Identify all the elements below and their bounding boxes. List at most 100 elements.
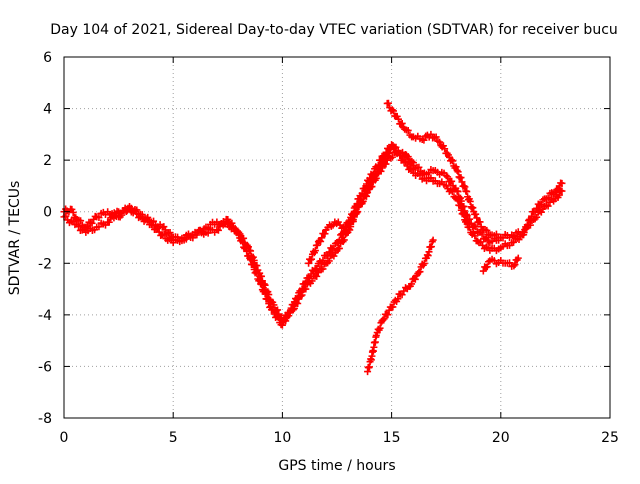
data-point-fill <box>166 229 174 237</box>
x-tick-label: 5 <box>169 430 178 446</box>
data-point-fill <box>476 218 484 226</box>
data-point-fill <box>469 204 477 212</box>
data-point-fill <box>273 313 281 321</box>
data-point-fill <box>364 189 372 197</box>
data-point-fill <box>466 197 474 205</box>
data-point <box>409 159 417 167</box>
axis-ticks: 0 5 10 15 20 25 -8 -6 -4 -2 0 2 4 6 <box>38 50 619 446</box>
data-point-fill <box>282 317 290 325</box>
data-point-fill <box>394 295 402 303</box>
data-point-fill <box>461 183 469 191</box>
data-point-fill <box>317 237 325 245</box>
data-point-fill <box>313 264 321 272</box>
data-point-fill <box>319 265 327 273</box>
chart-title: Day 104 of 2021, Sidereal Day-to-day VTE… <box>50 22 618 38</box>
data-point-fill <box>269 306 277 314</box>
data-point <box>558 179 566 187</box>
data-point-fill <box>228 219 236 227</box>
data-point-fill <box>260 287 268 295</box>
data-point-fill <box>214 226 222 234</box>
data-point-fill <box>311 247 319 255</box>
series-4 <box>305 147 417 267</box>
x-tick-label: 10 <box>273 430 291 446</box>
data-point-fill <box>408 280 416 288</box>
data-point <box>497 234 505 241</box>
data-point-fill <box>149 221 157 229</box>
data-point-fill <box>335 236 343 244</box>
data-point-fill <box>531 208 539 216</box>
data-point-fill <box>374 161 382 169</box>
data-point-fill <box>261 290 269 298</box>
data-point-fill <box>253 270 261 278</box>
data-point-fill <box>389 303 397 311</box>
x-tick-label: 15 <box>383 430 401 446</box>
y-tick-label: 6 <box>43 50 52 66</box>
data-point-fill <box>144 216 152 224</box>
y-tick-label: -8 <box>38 411 52 427</box>
data-point-fill <box>544 202 552 210</box>
data-point-fill <box>533 204 541 212</box>
y-tick-label: 4 <box>43 102 52 118</box>
data-point-fill <box>339 231 347 239</box>
data-point-fill <box>420 136 428 144</box>
data-point-fill <box>287 304 295 312</box>
data-point-fill <box>239 238 247 246</box>
data-point-fill <box>424 252 432 260</box>
y-tick-label: -4 <box>38 308 52 324</box>
data-point-fill <box>527 216 535 224</box>
data-point-fill <box>293 295 301 303</box>
data-point-fill <box>389 142 397 150</box>
data-point-fill <box>459 209 467 217</box>
data-point-fill <box>319 256 327 264</box>
data-point-fill <box>416 171 424 179</box>
x-tick-label: 25 <box>601 430 619 446</box>
data-point-fill <box>204 229 212 237</box>
data-point-fill <box>427 243 435 251</box>
data-point-fill <box>111 212 119 220</box>
grid <box>64 57 610 418</box>
data-points <box>60 99 566 376</box>
data-point-fill <box>95 223 103 231</box>
data-point-fill <box>154 224 162 232</box>
data-point-fill <box>425 248 433 256</box>
data-point <box>453 166 461 174</box>
data-point-fill <box>133 210 141 218</box>
data-point-fill <box>283 313 291 321</box>
data-point-fill <box>286 309 294 317</box>
data-point-fill <box>105 218 113 226</box>
data-point-fill <box>313 272 321 280</box>
series-6 <box>479 254 522 275</box>
data-point-fill <box>77 217 85 225</box>
data-point-fill <box>415 163 423 171</box>
data-point-fill <box>274 314 282 322</box>
data-point <box>514 254 522 262</box>
data-point-fill <box>62 212 70 220</box>
x-tick-label: 20 <box>492 430 510 446</box>
data-point-fill <box>249 261 257 269</box>
data-point-fill <box>471 232 479 240</box>
data-point-fill <box>460 202 468 210</box>
data-point-fill <box>372 174 380 182</box>
data-point-fill <box>408 165 416 173</box>
data-point-fill <box>441 145 449 153</box>
data-point-fill <box>325 257 333 265</box>
series-3 <box>383 99 505 241</box>
data-point-fill <box>257 272 265 280</box>
data-point-fill <box>510 238 518 246</box>
data-point <box>278 321 286 329</box>
data-point <box>429 236 437 244</box>
data-point-fill <box>233 227 241 235</box>
data-point-fill <box>398 291 406 299</box>
data-point <box>379 316 387 324</box>
data-point-fill <box>452 163 460 171</box>
data-point-fill <box>544 194 552 202</box>
data-point-fill <box>404 126 412 134</box>
data-point <box>479 267 487 275</box>
data-point-fill <box>404 153 412 161</box>
data-point-fill <box>448 188 456 196</box>
data-point-fill <box>318 234 326 242</box>
data-point-fill <box>306 274 314 282</box>
data-point-fill <box>444 173 452 181</box>
